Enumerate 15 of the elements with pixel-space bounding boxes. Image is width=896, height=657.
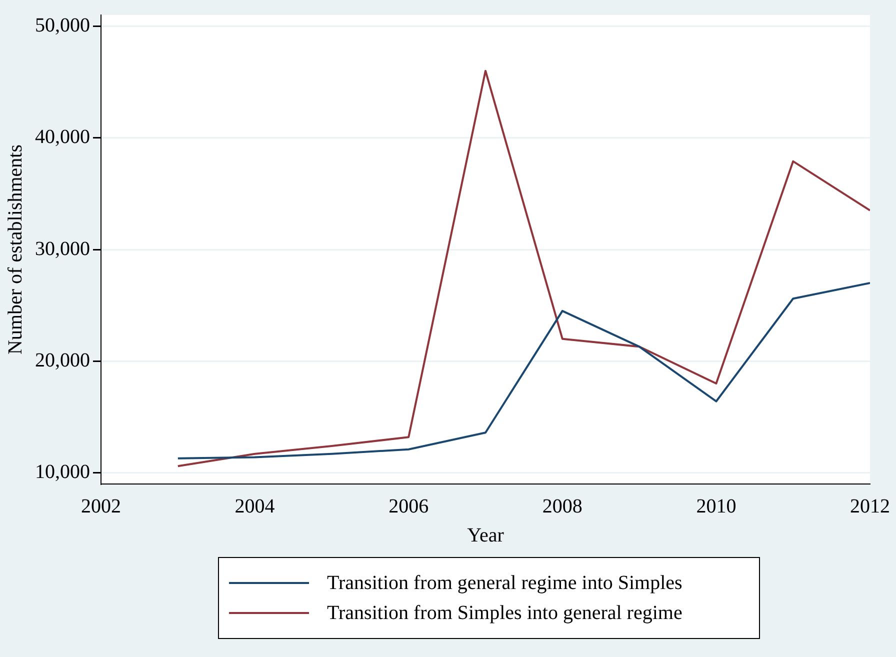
x-tick-label: 2002 bbox=[81, 495, 121, 518]
x-tick-label: 2004 bbox=[234, 495, 275, 518]
x-tick-label: 2006 bbox=[388, 495, 429, 518]
x-tick-label: 2010 bbox=[696, 495, 736, 518]
x-axis-title: Year bbox=[467, 524, 504, 546]
y-tick-label: 30,000 bbox=[35, 238, 90, 260]
y-tick-label: 50,000 bbox=[35, 14, 90, 36]
legend-label: Transition from general regime into Simples bbox=[327, 572, 682, 594]
legend-label: Transition from Simples into general regime bbox=[327, 602, 682, 624]
y-tick-label: 10,000 bbox=[35, 461, 90, 484]
y-axis-title: Number of establishments bbox=[4, 144, 26, 354]
x-tick-label: 2012 bbox=[850, 495, 890, 518]
y-tick-label: 20,000 bbox=[35, 349, 90, 372]
x-tick-label: 2008 bbox=[542, 495, 582, 518]
y-tick-label: 40,000 bbox=[35, 126, 90, 148]
